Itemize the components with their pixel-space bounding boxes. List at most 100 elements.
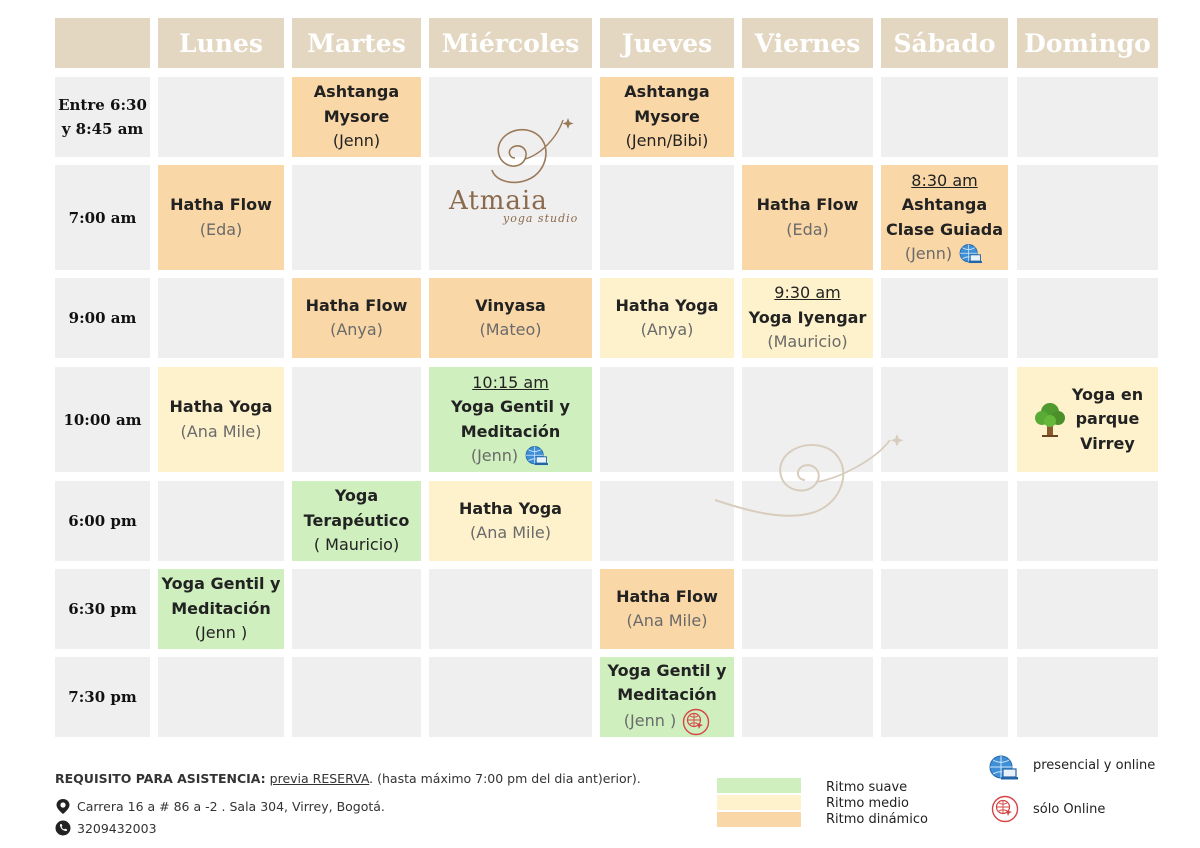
class-line: Hatha Flow	[306, 294, 408, 319]
class-hatha-flow-jueves[interactable]: Hatha Flow (Ana Mile)	[600, 569, 734, 649]
class-line: 10:15 am	[472, 371, 549, 396]
empty-slot	[600, 367, 734, 472]
class-name: Hatha Yoga	[615, 295, 719, 315]
class-line: Clase Guiada	[886, 218, 1003, 243]
class-name: Yoga Gentil y	[451, 397, 570, 416]
time-slot-5: 6:30 pm	[55, 569, 150, 649]
class-ashtanga-jueves[interactable]: Ashtanga Mysore (Jenn/Bibi)	[600, 77, 734, 157]
legend-swatch-medio	[717, 795, 801, 810]
time-label: 6:00 pm	[68, 512, 137, 530]
class-yoga-martes[interactable]: Yoga Terapéutico ( Mauricio)	[292, 481, 421, 561]
logo-subtitle: yoga studio	[503, 212, 579, 225]
class-name: Hatha Yoga	[169, 397, 273, 416]
class-name: Meditación	[460, 421, 561, 441]
empty-slot	[742, 481, 873, 561]
empty-slot	[881, 278, 1008, 358]
class-yoga-gentil-y-jueves[interactable]: Yoga Gentil y Meditación (Jenn )	[600, 657, 734, 737]
empty-slot	[1017, 278, 1158, 358]
class-instructor: (Mateo)	[479, 320, 542, 339]
header-corner	[55, 18, 150, 68]
empty-slot	[1017, 165, 1158, 270]
class-line: parque	[1072, 407, 1143, 432]
class-yoga-gentil-y-miercoles[interactable]: 10:15 am Yoga Gentil y Meditación (Jenn)	[429, 367, 592, 472]
class-hatha-flow-martes[interactable]: Hatha Flow (Anya)	[292, 278, 421, 358]
globe-laptop-icon	[525, 446, 549, 466]
empty-slot	[600, 481, 734, 561]
legend-label-medio: Ritmo medio	[826, 796, 909, 811]
legend-label-suave: Ritmo suave	[826, 780, 908, 795]
class-instructor: (Jenn/Bibi)	[625, 131, 709, 151]
class-hatha-yoga-lunes[interactable]: Hatha Yoga (Ana Mile)	[158, 367, 284, 472]
class-line: Ashtanga	[314, 80, 399, 105]
legend-mode-online-label: sólo Online	[1033, 801, 1106, 817]
day-header-miercoles: Miércoles	[429, 18, 592, 68]
class-line: Yoga Gentil y	[608, 659, 727, 684]
empty-slot	[881, 657, 1008, 737]
class-name: Terapéutico	[303, 510, 410, 530]
class-instructor: (Ana Mile)	[470, 523, 551, 542]
schedule-grid: Lunes Martes Miércoles Jueves Viernes Sábado D…	[55, 18, 1158, 737]
class-line: (Jenn )	[624, 708, 710, 736]
legend-mode-hybrid-label: presencial y online	[1033, 757, 1156, 773]
class-line: (Ana Mile)	[470, 521, 551, 546]
reservation-link[interactable]: previa RESERVA	[269, 771, 370, 786]
class-name: Ashtanga	[624, 82, 710, 102]
time-label: 10:00 am	[63, 410, 142, 429]
globe-laptop-icon	[989, 755, 1018, 780]
class-line: Hatha Flow	[616, 585, 718, 610]
atmaia-logo: Atmaia yoga studio	[445, 110, 590, 230]
class-line: Yoga Iyengar	[749, 306, 867, 331]
class-line: Yoga en	[1072, 383, 1143, 408]
address-line: Carrera 16 a # 86 a -2 . Sala 304, Virre…	[55, 798, 385, 815]
class-line: (Mauricio)	[767, 330, 847, 355]
class-name: Ashtanga	[901, 195, 988, 214]
class-ashtanga-sabado[interactable]: 8:30 am Ashtanga Clase Guiada (Jenn)	[881, 165, 1008, 270]
class-name: Meditación	[617, 685, 717, 704]
empty-slot	[742, 77, 873, 157]
phone-line: 3209432003	[55, 820, 157, 836]
location-pin-icon	[56, 799, 70, 814]
class-line: (Jenn/Bibi)	[626, 129, 709, 154]
empty-slot	[1017, 657, 1158, 737]
class-yoga-iyengar-viernes[interactable]: 9:30 am Yoga Iyengar (Mauricio)	[742, 278, 873, 358]
class-line: Ashtanga	[902, 193, 987, 218]
class-line: (Jenn )	[195, 621, 247, 646]
class-vinyasa-miercoles[interactable]: Vinyasa (Mateo)	[429, 278, 592, 358]
class-yoga-en-domingo[interactable]: Yoga en parque Virrey	[1017, 367, 1158, 472]
class-hatha-yoga-jueves[interactable]: Hatha Yoga (Anya)	[600, 278, 734, 358]
class-ashtanga-martes[interactable]: Ashtanga Mysore (Jenn)	[292, 77, 421, 157]
class-hatha-flow-lunes[interactable]: Hatha Flow (Eda)	[158, 165, 284, 270]
class-line: 8:30 am	[911, 169, 977, 194]
class-line: Meditación	[171, 597, 271, 622]
class-line: (Mateo)	[480, 318, 542, 343]
time-label: 9:00 am	[68, 309, 137, 327]
online-only-icon	[991, 795, 1019, 823]
class-hatha-yoga-miercoles[interactable]: Hatha Yoga (Ana Mile)	[429, 481, 592, 561]
class-instructor: (Jenn)	[332, 131, 381, 151]
time-label: 7:30 pm	[68, 688, 137, 706]
empty-slot	[292, 657, 421, 737]
class-line: Hatha Yoga	[459, 497, 562, 522]
class-line: Mysore	[324, 105, 390, 130]
time-slot-3: 10:00 am	[55, 367, 150, 472]
time-slot-0: Entre 6:30 y 8:45 am	[55, 77, 150, 157]
empty-slot	[1017, 77, 1158, 157]
class-name: Hatha Flow	[616, 586, 718, 606]
class-instructor: (Jenn )	[194, 623, 248, 643]
legend-label-dinamico: Ritmo dinámico	[826, 812, 928, 827]
class-line: Yoga Gentil y	[162, 572, 281, 597]
class-line: Meditación	[617, 683, 717, 708]
empty-slot	[1017, 569, 1158, 649]
class-instructor: (Eda)	[786, 219, 829, 239]
class-line: Meditación	[461, 420, 561, 445]
class-line: Yoga	[335, 484, 378, 509]
class-line: (Jenn)	[905, 242, 984, 267]
class-yoga-gentil-y-lunes[interactable]: Yoga Gentil y Meditación (Jenn )	[158, 569, 284, 649]
empty-slot	[429, 569, 592, 649]
empty-slot	[881, 481, 1008, 561]
class-line: (Jenn)	[333, 129, 380, 154]
class-hatha-flow-viernes[interactable]: Hatha Flow (Eda)	[742, 165, 873, 270]
empty-slot	[881, 569, 1008, 649]
attendance-requirement: REQUISITO PARA ASISTENCIA: previa RESERV…	[55, 771, 641, 786]
class-start-time: 8:30 am	[911, 170, 978, 190]
